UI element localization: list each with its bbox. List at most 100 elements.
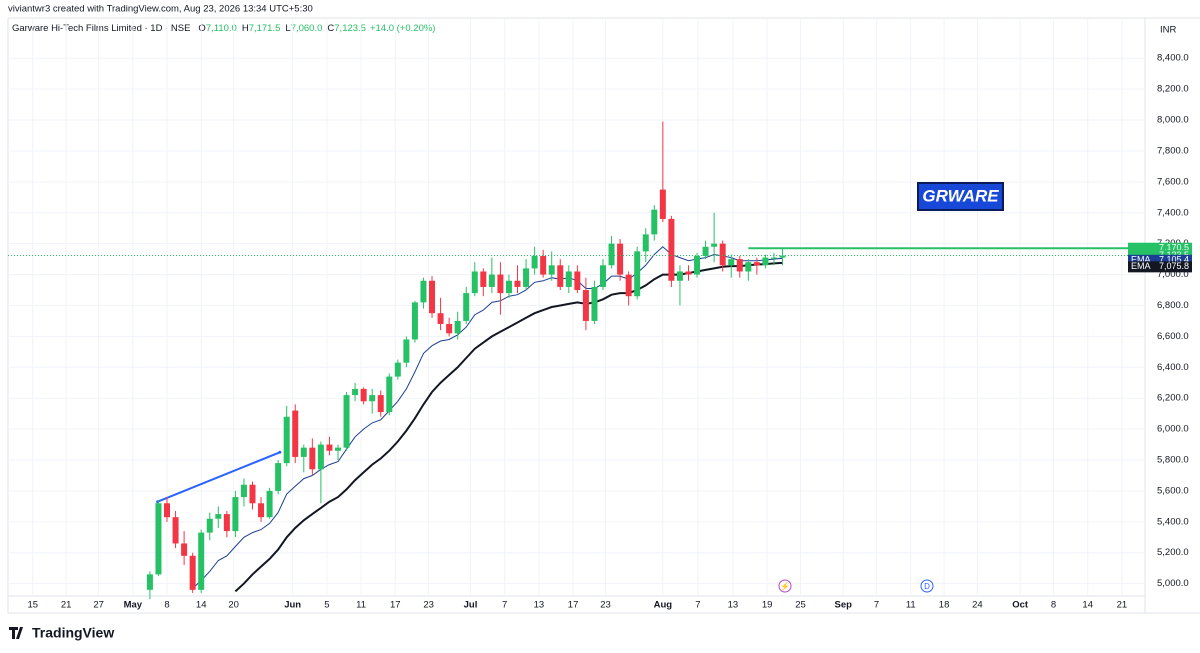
candle-body [360, 388, 367, 402]
candle-body [471, 271, 478, 294]
trendline-handle [278, 450, 282, 454]
y-tick-label: 6,800.0 [1157, 300, 1189, 311]
hline-tag: 7,170.5 [1159, 243, 1189, 253]
x-tick-label: 14 [1082, 600, 1093, 611]
y-tick-label: 5,000.0 [1157, 578, 1189, 589]
ohlc-key: L [285, 23, 290, 34]
candle-body [488, 274, 495, 287]
candle-body [779, 255, 786, 258]
y-tick-label: 8,000.0 [1157, 115, 1189, 126]
y-tick-label: 7,000.0 [1157, 269, 1189, 280]
candle-body [283, 416, 290, 464]
candle-body [497, 274, 504, 294]
y-tick-label: 7,800.0 [1157, 145, 1189, 156]
brand-logo: TradingView [9, 625, 114, 641]
candle-body [275, 463, 282, 491]
credit: viviantwr3 created with TradingView.com,… [8, 4, 313, 15]
candle-body [591, 286, 598, 321]
candle-body [514, 280, 521, 287]
x-tick-label: 20 [228, 600, 239, 611]
x-tick-label: 15 [28, 600, 39, 611]
ohlc-key: O [198, 23, 205, 34]
candle-body [728, 259, 735, 266]
x-tick-label: Jul [464, 600, 478, 611]
candle-body [548, 265, 555, 275]
candle-body [659, 189, 666, 219]
candle-body [642, 234, 649, 252]
candle-body [745, 262, 752, 272]
y-tick-label: 7,400.0 [1157, 207, 1189, 218]
x-tick-label: 13 [534, 600, 545, 611]
y-tick-label: 5,600.0 [1157, 485, 1189, 496]
candle-body [617, 243, 624, 275]
header: Garware Hi-Tech Films Limited · 1D · NSE… [12, 23, 435, 34]
x-tick-label: 5 [324, 600, 329, 611]
candle-body [719, 243, 726, 266]
x-tick-label: 7 [502, 600, 507, 611]
ohlc-key: H [242, 23, 249, 34]
candle-body [155, 503, 162, 575]
candle-body [352, 388, 359, 396]
y-tick-label: 8,200.0 [1157, 84, 1189, 95]
candle-body [736, 259, 743, 272]
x-tick-label: 14 [196, 600, 207, 611]
x-tick-label: Aug [654, 600, 673, 611]
symbol-label: GRWARE [922, 186, 999, 205]
candle-body [446, 324, 453, 334]
candle-body [454, 320, 461, 334]
y-tick-label: 6,600.0 [1157, 331, 1189, 342]
ohlc-value: 7,171.5 [249, 23, 281, 34]
candle-body [172, 517, 179, 544]
plot-area [8, 18, 1145, 596]
candle-body [181, 543, 188, 556]
x-tick-label: 23 [600, 600, 611, 611]
candle-body [565, 271, 572, 287]
candle-body [557, 265, 564, 287]
candle-body [625, 274, 632, 297]
candle-body [266, 490, 273, 518]
candle-body [240, 484, 247, 498]
candle-body [326, 444, 333, 451]
x-tick-label: 11 [356, 600, 366, 611]
x-tick-label: 19 [762, 600, 773, 611]
x-tick-label: Jun [284, 600, 301, 611]
candle-body [403, 339, 410, 363]
candle-body [531, 256, 538, 269]
x-tick-label: May [124, 600, 143, 611]
x-tick-label: 17 [568, 600, 579, 611]
candle-body [608, 243, 615, 266]
x-tick-label: 21 [1117, 600, 1128, 611]
ema-tag-bg [1128, 261, 1192, 273]
x-tick-label: 8 [164, 600, 169, 611]
candle-body [480, 271, 487, 287]
y-tick-label: 5,400.0 [1157, 516, 1189, 527]
x-tick-label: 18 [939, 600, 950, 611]
ohlc-key: C [327, 23, 334, 34]
x-tick-label: 24 [972, 600, 983, 611]
ohlc-value: 7,060.0 [291, 23, 323, 34]
title: Garware Hi-Tech Films Limited · 1D · NSE [12, 23, 190, 34]
currency: INR [1160, 25, 1177, 36]
svg-text:D: D [924, 582, 930, 591]
candle-body [600, 265, 607, 287]
candle-body [334, 447, 341, 451]
ohlc-value: 7,123.5 [334, 23, 366, 34]
candle-body [146, 574, 153, 590]
candle-body [343, 395, 350, 448]
brand: TradingView [32, 625, 114, 641]
candle-body [437, 313, 444, 325]
y-tick-label: 7,600.0 [1157, 176, 1189, 187]
change: +14.0 (+0.20%) [370, 23, 436, 34]
ema-tag-bg [1128, 254, 1192, 266]
trendline [157, 451, 281, 503]
x-tick-label: 25 [795, 600, 806, 611]
candle-body [668, 218, 675, 281]
candle-body [634, 251, 641, 297]
x-tick-label: 27 [93, 600, 104, 611]
y-tick-label: 6,000.0 [1157, 424, 1189, 435]
x-tick-label: Sep [835, 600, 853, 611]
ema-tag-name: EMA [1131, 255, 1151, 265]
x-tick-label: 21 [61, 600, 72, 611]
candle-body [429, 280, 436, 314]
candle-body [574, 271, 581, 291]
